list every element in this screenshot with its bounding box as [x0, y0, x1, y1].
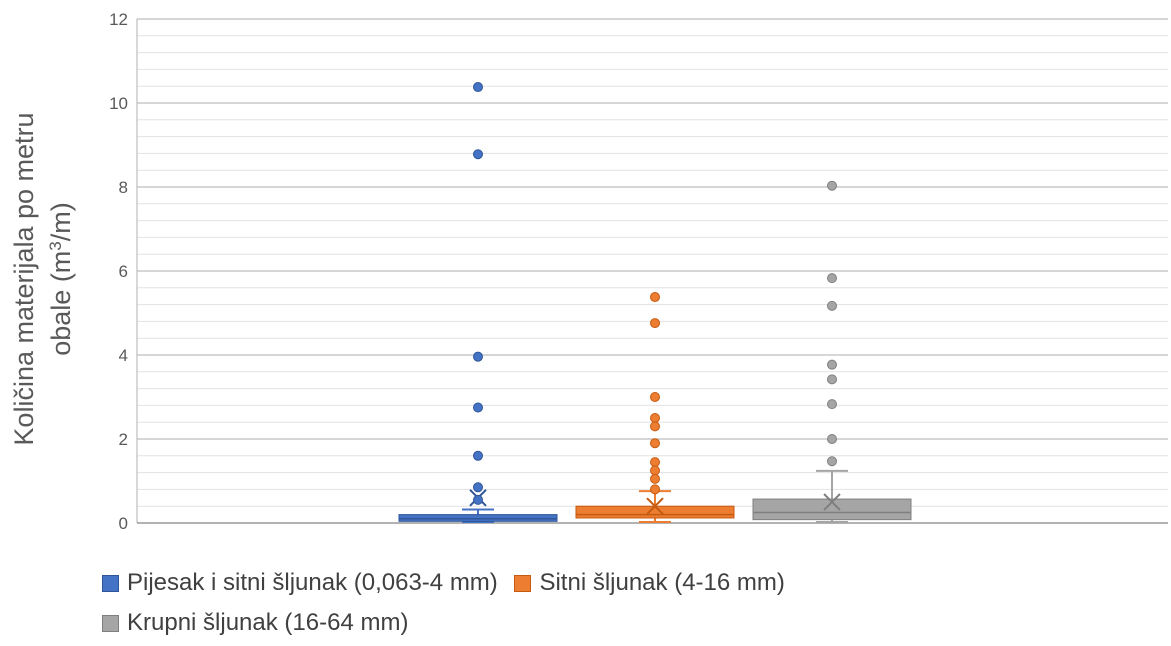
outlier-point-sand	[473, 450, 483, 461]
outlier-point-sand	[473, 482, 483, 493]
outlier-point-sand	[473, 402, 483, 413]
outlier-point-fine-gravel	[650, 421, 660, 432]
y-tick-label: 10	[109, 94, 128, 113]
legend: Pijesak i sitni šljunak (0,063-4 mm) Sit…	[102, 563, 1142, 643]
box-fine-gravel	[575, 505, 735, 519]
legend-label-fine-gravel: Sitni šljunak (4-16 mm)	[539, 569, 785, 596]
legend-swatch-sand	[102, 574, 119, 592]
outlier-point-fine-gravel	[650, 473, 660, 484]
outlier-point-fine-gravel	[650, 413, 660, 423]
mean-marker-fine-gravel	[646, 497, 664, 515]
outlier-point-fine-gravel	[650, 465, 660, 476]
legend-item-sand: Pijesak i sitni šljunak (0,063-4 mm)	[102, 563, 498, 603]
outlier-point-coarse-gravel	[827, 273, 837, 284]
y-axis-title-line-2: obale (m3/m)	[46, 202, 77, 356]
outlier-point-fine-gravel	[650, 292, 660, 303]
legend-label-sand: Pijesak i sitni šljunak (0,063-4 mm)	[127, 569, 498, 596]
y-tick-label: 6	[119, 262, 128, 281]
y-tick-label: 0	[119, 514, 128, 533]
box-sand	[398, 514, 558, 522]
outlier-point-coarse-gravel	[827, 180, 837, 191]
mean-marker-coarse-gravel	[823, 493, 841, 511]
outlier-point-fine-gravel	[650, 484, 660, 495]
y-tick-label: 4	[119, 346, 128, 365]
y-tick-label: 2	[119, 430, 128, 449]
outlier-point-coarse-gravel	[827, 359, 837, 370]
y-axis-title-line-1: Količina materijala po metru	[9, 112, 39, 445]
outlier-point-coarse-gravel	[827, 456, 837, 467]
legend-item-fine-gravel: Sitni šljunak (4-16 mm)	[514, 563, 785, 603]
outlier-point-sand	[473, 149, 483, 160]
y-tick-label: 12	[109, 10, 128, 29]
outlier-point-sand	[473, 351, 483, 362]
y-tick-label: 8	[119, 178, 128, 197]
box-coarse-gravel	[752, 498, 912, 521]
outlier-point-coarse-gravel	[827, 434, 837, 444]
outlier-point-coarse-gravel	[827, 399, 837, 410]
legend-swatch-coarse-gravel	[102, 614, 119, 632]
legend-swatch-fine-gravel	[514, 574, 532, 592]
box-plot-chart: 0 2 4 6 8 10 12 Količina materijala po metru oba…	[9, 10, 1168, 533]
outlier-point-coarse-gravel	[827, 374, 837, 385]
outlier-point-coarse-gravel	[827, 300, 837, 311]
outlier-point-sand	[473, 494, 483, 505]
outlier-point-fine-gravel	[650, 438, 660, 449]
outlier-point-fine-gravel	[650, 457, 660, 468]
legend-label-coarse-gravel: Krupni šljunak (16-64 mm)	[127, 609, 409, 636]
outlier-point-sand	[473, 82, 483, 93]
outlier-point-fine-gravel	[650, 392, 660, 402]
legend-item-coarse-gravel: Krupni šljunak (16-64 mm)	[102, 603, 408, 643]
outlier-point-fine-gravel	[650, 318, 660, 329]
